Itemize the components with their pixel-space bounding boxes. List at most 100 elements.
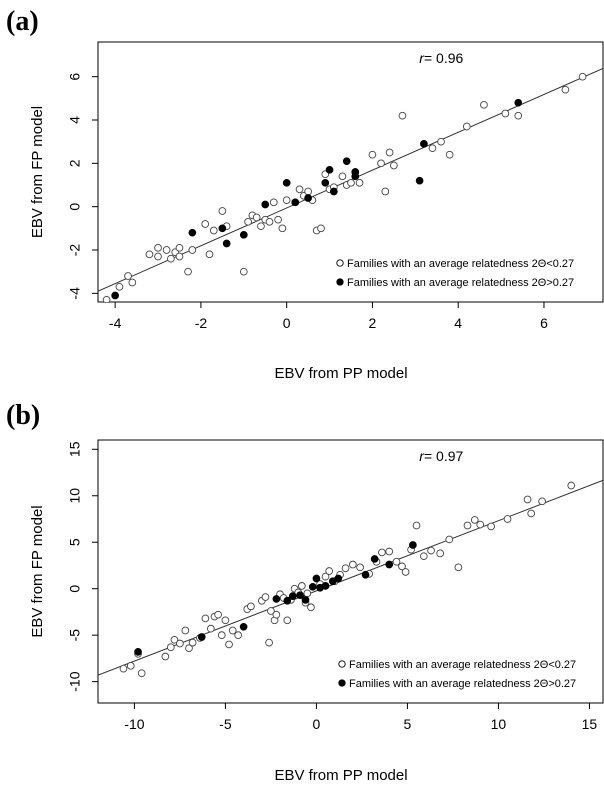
data-point-low [188, 638, 197, 647]
data-point-low [392, 557, 401, 566]
data-point-low [445, 535, 454, 544]
y-tick-label: -10 [67, 671, 83, 691]
x-axis-label: EBV from PP model [274, 365, 407, 382]
plot-area [98, 479, 603, 678]
data-point-low [480, 100, 488, 109]
data-point-low [201, 614, 210, 623]
data-point-low [145, 250, 154, 259]
data-point-low [412, 521, 421, 530]
data-point-low [341, 564, 350, 573]
data-point-high [283, 596, 292, 605]
data-point-low [137, 669, 146, 678]
data-point-low [437, 137, 445, 146]
data-point-high [308, 582, 317, 591]
data-point-high [329, 187, 338, 196]
data-point-low [398, 111, 407, 120]
data-point-low [206, 624, 215, 633]
x-tick-label: 5 [404, 716, 412, 732]
data-point-low [217, 631, 226, 640]
y-tick-label: 15 [67, 441, 83, 457]
data-point-low [463, 521, 472, 530]
y-axis-label: EBV from FP model [29, 106, 46, 238]
x-tick-label: -4 [109, 315, 122, 331]
chart-panel-1: -10 -5 0 5 10 15 -10 -5 0 5 10 15 EBV from PP model E… [29, 439, 604, 784]
x-axis-label: EBV from PP model [274, 767, 407, 784]
data-point-high [312, 574, 321, 583]
data-point-low [128, 278, 137, 287]
data-point-low [527, 509, 536, 518]
data-point-low [338, 172, 347, 181]
data-point-low [175, 252, 184, 261]
data-point-high [111, 291, 120, 300]
data-point-low [188, 246, 197, 254]
x-tick-label: -2 [195, 315, 208, 331]
data-point-low [436, 549, 445, 558]
data-point-low [368, 150, 377, 159]
data-point-high [420, 139, 428, 148]
data-point-low [295, 185, 304, 194]
x-tick-label: -10 [124, 716, 144, 732]
data-point-high [239, 622, 248, 631]
data-point-low [538, 497, 546, 506]
data-point-low [185, 644, 193, 653]
data-point-low [244, 217, 252, 226]
data-point-low [356, 563, 364, 572]
data-point-low [561, 85, 570, 94]
data-point-low [278, 224, 287, 233]
data-point-low [181, 626, 190, 635]
correlation-r: r [419, 50, 425, 66]
data-point-low [115, 282, 124, 291]
data-point-low [325, 567, 334, 575]
y-tick-label: 10 [67, 488, 83, 504]
data-point-low [161, 652, 170, 661]
data-point-low [476, 520, 485, 529]
y-tick-label: 5 [67, 538, 83, 546]
legend-marker [336, 278, 344, 286]
data-point-low [470, 516, 479, 524]
data-point-low [201, 220, 210, 228]
data-point-low [184, 267, 192, 276]
data-point-low [283, 616, 292, 625]
plot-frame [97, 439, 604, 704]
panel-b-label: (b) [6, 400, 41, 431]
data-point-low [247, 602, 255, 611]
panel-a-label: (a) [6, 6, 39, 37]
legend-label: Families with an average relatedness 2Θ>… [349, 678, 576, 690]
data-point-low [514, 111, 523, 120]
data-point-high [304, 194, 312, 202]
data-point-low [385, 148, 394, 157]
data-point-low [304, 187, 312, 196]
data-point-low [454, 563, 463, 572]
legend-label: Families with an average relatedness 2Θ<… [347, 258, 574, 270]
data-point-low [578, 72, 587, 81]
legend-marker [338, 660, 346, 668]
data-point-low [175, 243, 184, 252]
data-point-low [501, 109, 510, 118]
x-tick-label: 2 [369, 315, 377, 331]
data-point-high [321, 178, 330, 187]
y-tick-label: -4 [67, 287, 83, 300]
data-point-low [378, 548, 386, 557]
correlation-r: r [419, 448, 425, 464]
data-point-high [301, 595, 310, 604]
x-tick-label: 6 [540, 315, 548, 331]
data-point-low [487, 522, 496, 531]
y-tick-label: 0 [67, 203, 83, 211]
data-point-high [288, 592, 297, 600]
data-point-low [209, 226, 218, 235]
data-point-low [272, 610, 281, 619]
data-point-low [347, 178, 355, 187]
legend-marker [338, 679, 346, 687]
data-point-low [154, 243, 162, 252]
data-point-low [126, 661, 135, 670]
y-tick-label: 4 [67, 116, 83, 124]
data-point-high [261, 200, 270, 209]
data-point-low [170, 635, 179, 644]
data-point-low [265, 638, 273, 647]
data-point-low [221, 616, 230, 625]
y-tick-label: 6 [67, 73, 83, 81]
data-point-low [462, 122, 471, 131]
x-tick-label: 0 [313, 716, 321, 732]
data-point-high [134, 648, 142, 656]
data-point-low [303, 589, 312, 598]
